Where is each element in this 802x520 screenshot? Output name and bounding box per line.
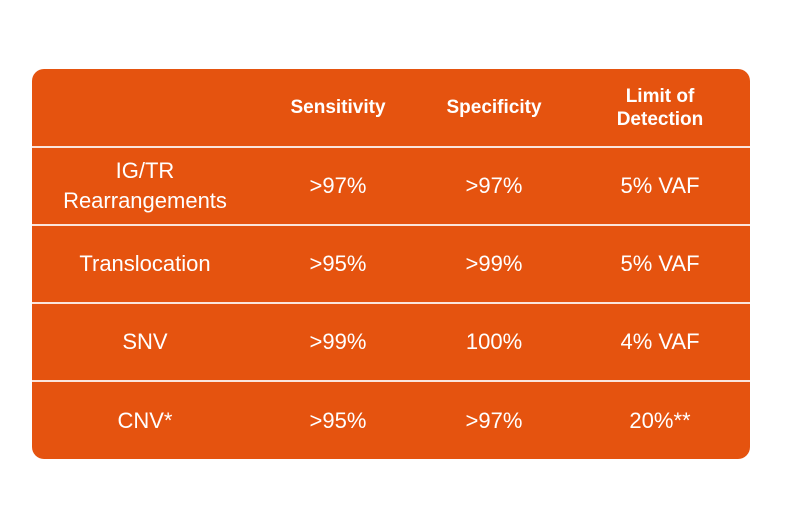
specificity-cell: >97% xyxy=(465,173,523,198)
row-divider xyxy=(32,302,750,304)
specificity-cell: 100% xyxy=(465,329,523,354)
row-label-cell: Translocation xyxy=(79,251,211,276)
sensitivity-cell: >97% xyxy=(309,173,367,198)
row-label-line2: Rearrangements xyxy=(63,188,227,213)
sensitivity-cell: >95% xyxy=(309,251,367,276)
lod-cell: 5% VAF xyxy=(620,173,700,198)
header-lod-line1: Limit of xyxy=(625,85,695,107)
table-row: SNV >99% 100% 4% VAF xyxy=(32,304,750,380)
header-lod-line2: Detection xyxy=(616,108,704,130)
header-limit-of-detection: Limit of Detection xyxy=(570,69,750,146)
header-empty-cell xyxy=(32,69,258,146)
row-divider xyxy=(32,380,750,382)
row-divider xyxy=(32,224,750,226)
header-sensitivity: Sensitivity xyxy=(258,69,418,146)
row-label-line1: IG/TR xyxy=(115,158,175,183)
performance-table: Sensitivity Specificity Limit of Detecti… xyxy=(32,69,750,459)
table-header-row: Sensitivity Specificity Limit of Detecti… xyxy=(32,69,750,146)
lod-cell: 5% VAF xyxy=(620,251,700,276)
lod-cell: 20%** xyxy=(629,407,691,433)
row-divider xyxy=(32,146,750,148)
specificity-cell: >97% xyxy=(465,407,523,433)
table-row: IG/TR Rearrangements >97% >97% 5% VAF xyxy=(32,148,750,224)
row-label-cell: SNV xyxy=(122,329,168,354)
specificity-cell: >99% xyxy=(465,251,523,276)
lod-cell: 4% VAF xyxy=(620,329,700,354)
table-row: Translocation >95% >99% 5% VAF xyxy=(32,226,750,302)
row-label-cell: IG/TR Rearrangements xyxy=(32,148,258,224)
table-row: CNV* >95% >97% 20%** xyxy=(32,382,750,459)
sensitivity-cell: >99% xyxy=(309,329,367,354)
header-sensitivity-label: Sensitivity xyxy=(290,97,386,118)
sensitivity-cell: >95% xyxy=(309,407,367,433)
header-specificity: Specificity xyxy=(418,69,570,146)
row-label-cell: CNV* xyxy=(117,407,173,433)
header-specificity-label: Specificity xyxy=(446,97,542,118)
